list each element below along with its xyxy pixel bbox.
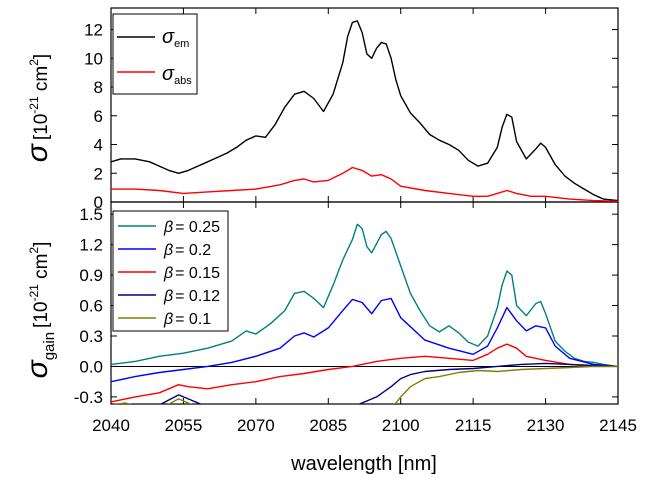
bottom-y-axis: -0.3 0.0 0.3 0.6 0.9 1.2 1.5	[74, 205, 618, 407]
bottom-y-tick-label: 0.0	[79, 357, 103, 376]
bottom-series-line-3	[159, 362, 618, 404]
top-legend: σem σabs	[112, 13, 198, 95]
bottom-plot-frame	[110, 201, 619, 405]
top-y-tick-label: 8	[94, 78, 103, 97]
bottom-y-tick-label: 1.2	[79, 236, 103, 255]
legend-label-sigma-em: σem	[162, 26, 189, 50]
legend-label-beta-0: β = 0.25	[163, 219, 220, 236]
legend-label-beta-2: β = 0.15	[163, 265, 220, 282]
top-series-group	[111, 20, 618, 202]
top-y-tick-label: 0	[94, 193, 103, 212]
bottom-legend: β = 0.25 β = 0.2 β = 0.15 β = 0.12 β = 0.1	[112, 210, 229, 332]
top-y-tick-label: 6	[94, 107, 103, 126]
top-series-line-0	[111, 20, 618, 202]
legend-label-sigma-abs: σabs	[162, 63, 192, 87]
x-tick-label: 2085	[309, 416, 347, 435]
bottom-series-line-2	[111, 343, 618, 403]
bottom-y-axis-title: σgain[10-21 cm2]	[21, 242, 58, 379]
x-tick-label: 2145	[599, 416, 637, 435]
x-tick-label: 2115	[455, 416, 492, 435]
bottom-y-tick-label: 1.5	[79, 205, 103, 224]
x-tick-label: 2070	[237, 416, 275, 435]
x-tick-label: 2040	[92, 416, 130, 435]
bottom-series-line-4	[113, 365, 618, 404]
bottom-y-tick-label: -0.3	[74, 388, 103, 407]
bottom-series-line-1	[111, 297, 618, 383]
bottom-y-tick-label: 0.3	[79, 327, 103, 346]
legend-label-beta-3: β = 0.12	[163, 288, 220, 305]
x-tick-label: 2055	[165, 416, 203, 435]
top-y-tick-label: 4	[94, 136, 103, 155]
top-series-line-1	[111, 166, 618, 202]
top-y-axis-title: σ[10-21 cm2]	[21, 54, 54, 162]
legend-label-beta-1: β = 0.2	[163, 242, 211, 259]
bottom-y-tick-label: 0.9	[79, 266, 103, 285]
top-y-tick-label: 12	[84, 21, 103, 40]
bottom-series-line-0	[111, 223, 618, 368]
top-y-tick-label: 2	[94, 164, 103, 183]
bottom-series-group	[111, 223, 618, 404]
x-tick-label: 2130	[527, 416, 565, 435]
x-tick-label: 2100	[382, 416, 420, 435]
x-axis-title: wavelength [nm]	[290, 453, 437, 475]
legend-label-beta-4: β = 0.1	[163, 311, 211, 328]
bottom-y-tick-label: 0.6	[79, 297, 103, 316]
top-y-tick-label: 10	[84, 49, 103, 68]
x-axis: 2040 2055 2070 2085 2100 2115 2130 2145	[92, 8, 637, 435]
